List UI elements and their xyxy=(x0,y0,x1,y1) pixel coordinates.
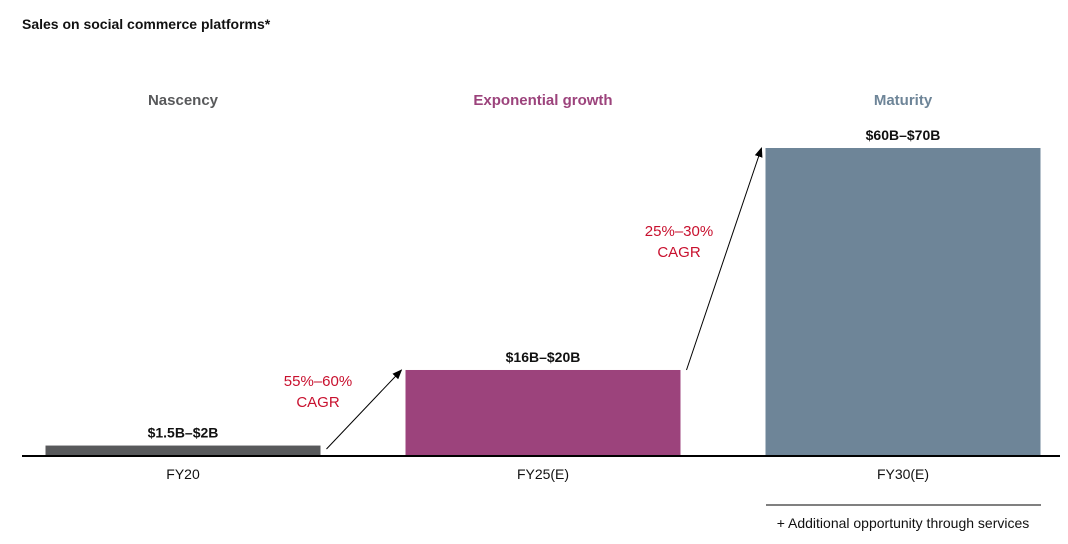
footnote-text: + Additional opportunity through service… xyxy=(777,515,1030,531)
category-label-fy30: FY30(E) xyxy=(877,466,929,482)
value-label-fy30: $60B–$70B xyxy=(866,127,941,143)
category-label-fy20: FY20 xyxy=(166,466,200,482)
category-label-fy25: FY25(E) xyxy=(517,466,569,482)
value-label-fy20: $1.5B–$2B xyxy=(148,425,219,441)
growth-arrow-fy25-fy30 xyxy=(686,147,763,371)
phase-label-exponential-growth: Exponential growth xyxy=(473,92,612,109)
bar-fy30 xyxy=(765,148,1041,455)
phase-label-maturity: Maturity xyxy=(874,92,933,109)
bar-fy20 xyxy=(45,445,321,455)
cagr-label-2-text: CAGR xyxy=(657,244,701,261)
phase-label-nascency: Nascency xyxy=(148,92,219,109)
chart-title: Sales on social commerce platforms* xyxy=(22,16,271,32)
growth-arrow-fy20-fy25 xyxy=(326,369,403,450)
bar-fy25 xyxy=(405,369,681,455)
value-label-fy25: $16B–$20B xyxy=(506,349,581,365)
cagr-label-2-rate: 25%–30% xyxy=(645,223,713,240)
cagr-label-1-rate: 55%–60% xyxy=(284,373,352,390)
cagr-label-1-text: CAGR xyxy=(296,394,340,411)
